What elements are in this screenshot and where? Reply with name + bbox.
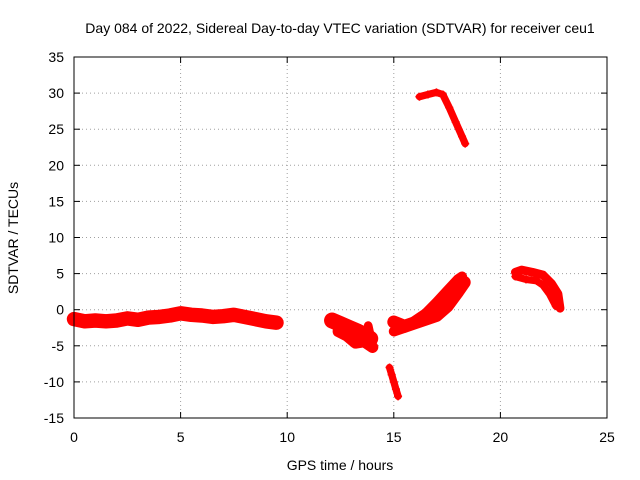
data-point [545,289,554,298]
data-point [432,88,441,97]
data-point [453,287,462,296]
data-point [517,265,526,274]
data-point [528,268,537,277]
data-point [458,132,467,141]
data-point [453,275,462,284]
data-point [176,309,185,318]
data-point [423,90,432,99]
data-point [400,323,409,332]
data-point [443,302,452,311]
x-tick-label: 25 [599,429,615,445]
x-tick-label: 5 [177,429,185,445]
data-point [342,331,351,340]
data-point [327,316,336,325]
y-tick-label: 15 [48,193,64,209]
data-point [511,272,520,281]
y-tick-label: 10 [48,230,64,246]
data-point [445,103,454,112]
data-point [208,312,217,321]
y-tick-label: 35 [48,49,64,65]
data-point [451,117,460,126]
chart-title: Day 084 of 2022, Sidereal Day-to-day VTE… [85,20,595,36]
y-tick-label: 30 [48,85,64,101]
data-point [364,321,373,330]
data-point [240,312,249,321]
series-arc-4 [363,321,377,351]
data-point [229,310,238,319]
series-arc-1 [66,306,284,330]
data-point [334,327,343,336]
data-point [432,311,441,320]
data-point [219,312,228,321]
x-tick-label: 15 [386,429,402,445]
data-point [521,275,530,284]
data-point [539,271,548,280]
data-point [112,316,121,325]
data-point [421,309,430,318]
y-tick-label: 0 [56,302,64,318]
y-tick-label: -10 [44,374,64,390]
data-point [91,316,100,325]
data-point [359,337,368,346]
data-point [133,315,142,324]
plot-area [66,88,565,401]
data-point [458,272,467,281]
y-axis-label: SDTVAR / TECUs [5,182,21,294]
x-tick-label: 0 [70,429,78,445]
data-point [80,317,89,326]
data-point [351,338,360,347]
data-point [391,385,400,394]
trace-band [388,271,468,337]
data-point [387,370,396,379]
data-point [385,363,394,372]
data-point [368,341,377,350]
y-axis: -15 -10 -5 0 5 10 15 20 25 30 35 [44,49,64,426]
data-point [539,281,548,290]
data-point [532,276,541,285]
data-point [547,279,556,288]
data-point [389,327,398,336]
data-point [443,286,452,295]
series-arc-9 [510,265,565,313]
data-point [123,314,132,323]
x-axis-label: GPS time / hours [287,457,394,473]
x-axis: 0 5 10 15 20 25 [70,429,615,445]
data-point [438,90,447,99]
data-point [272,318,281,327]
data-point [165,311,174,320]
data-point [155,312,164,321]
axis-ticks [73,56,608,419]
data-point [461,139,470,148]
data-point [251,315,260,324]
data-point [432,298,441,307]
grid [74,57,607,418]
data-point [551,302,560,311]
series-arc-8 [415,88,470,148]
data-point [187,310,196,319]
data-point [553,289,562,298]
data-point [353,327,362,336]
data-point [101,317,110,326]
y-tick-label: -15 [44,410,64,426]
series-arc-10 [511,272,560,311]
data-point [394,392,403,401]
data-point [261,317,270,326]
data-point [389,377,398,386]
data-point [411,316,420,325]
y-tick-label: -5 [52,338,65,354]
series-arc-7 [388,271,468,337]
data-point [144,313,153,322]
data-point [197,311,206,320]
x-tick-label: 20 [493,429,509,445]
plot-frame [73,56,608,419]
x-tick-label: 10 [279,429,295,445]
series-arc-5 [385,363,403,401]
data-point [415,92,424,101]
y-tick-label: 20 [48,157,64,173]
data-point [389,317,398,326]
y-tick-label: 5 [56,266,64,282]
y-tick-label: 25 [48,121,64,137]
